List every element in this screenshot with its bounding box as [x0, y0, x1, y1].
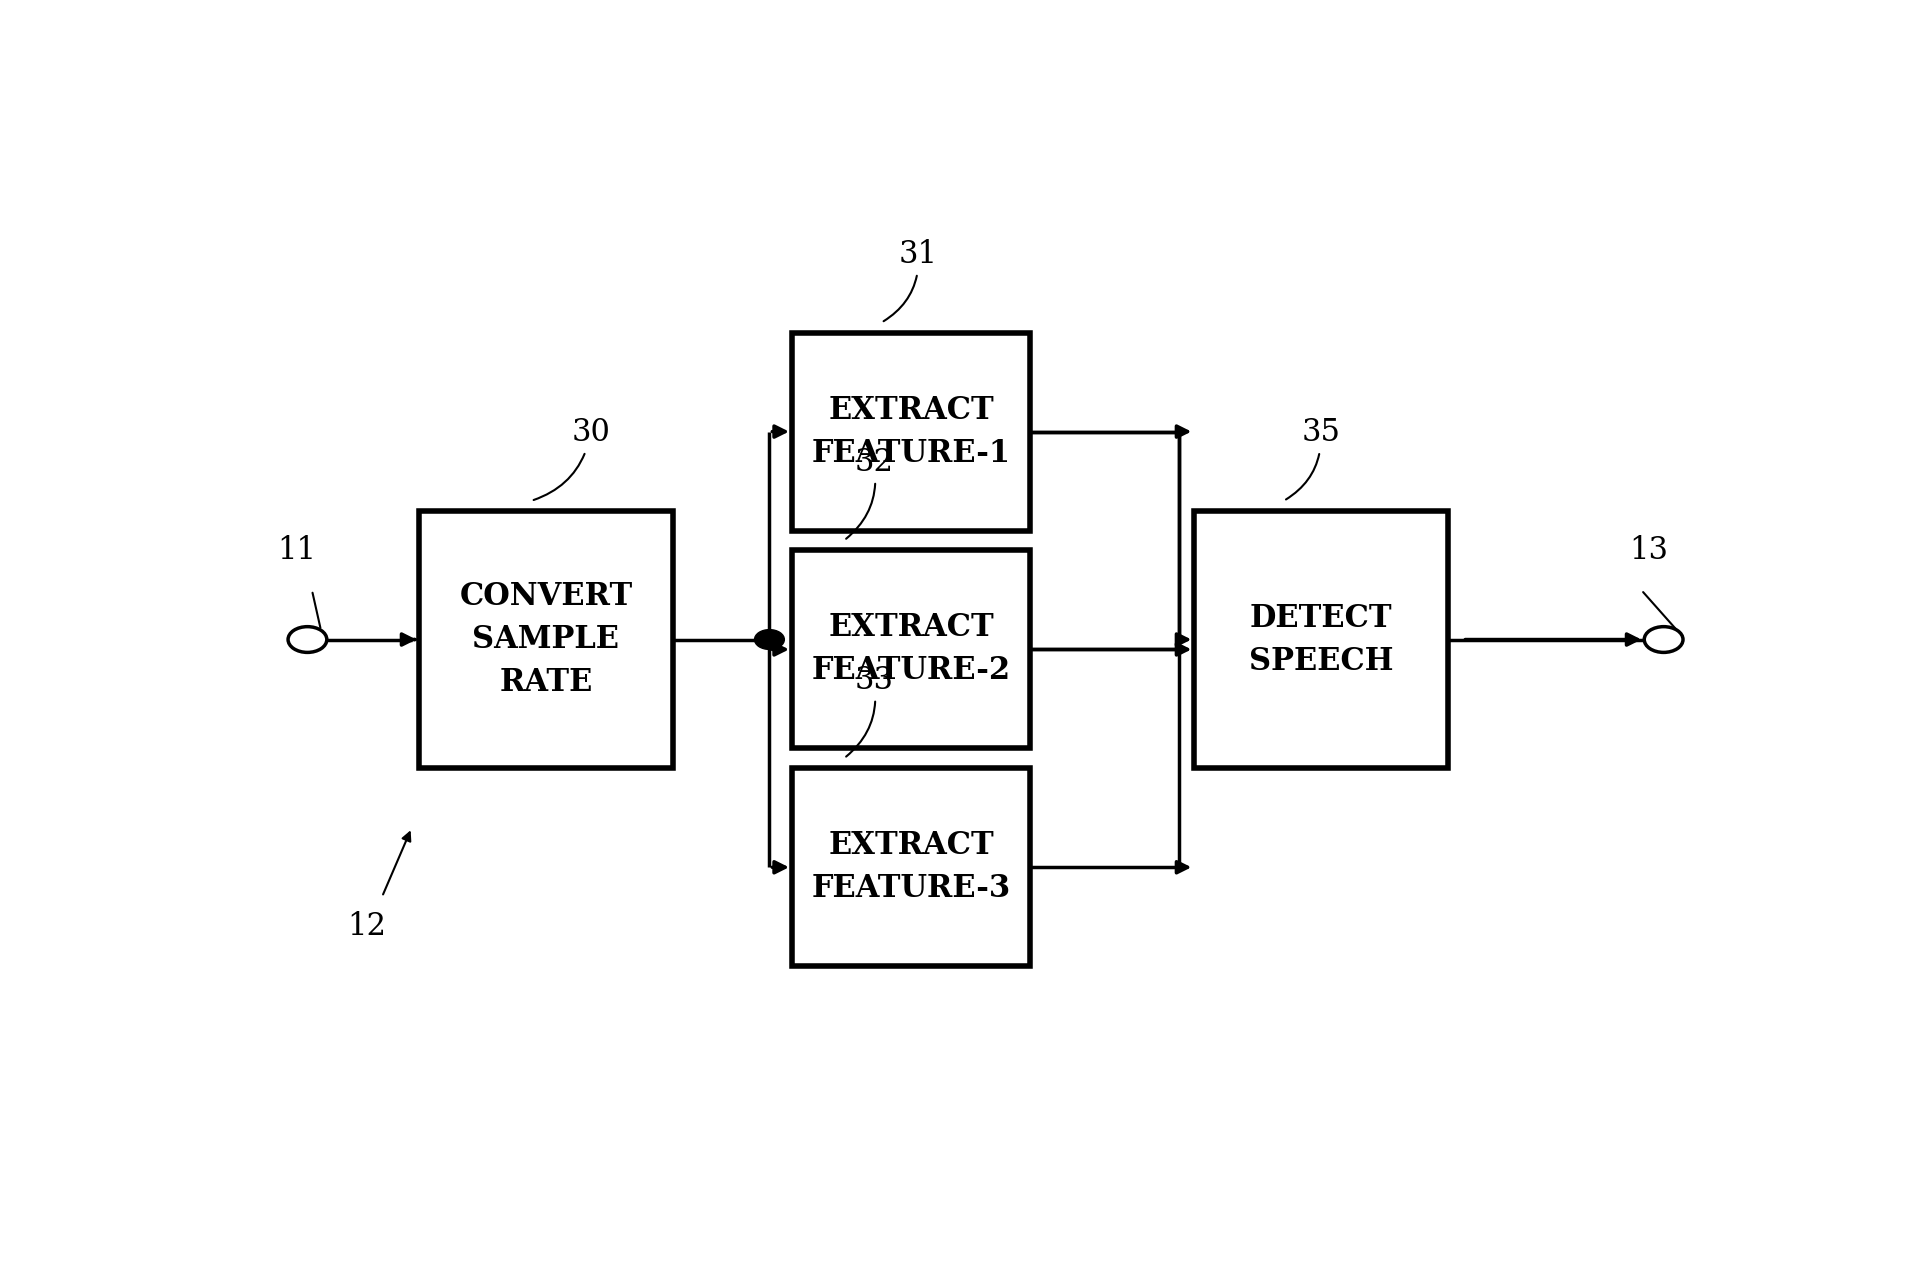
Text: CONVERT
SAMPLE
RATE: CONVERT SAMPLE RATE [460, 581, 633, 698]
Text: 35: 35 [1286, 418, 1340, 499]
Text: 32: 32 [846, 448, 894, 539]
Text: EXTRACT
FEATURE-1: EXTRACT FEATURE-1 [812, 395, 1010, 468]
Bar [1194, 511, 1448, 768]
Text: 11: 11 [277, 535, 317, 566]
Text: EXTRACT
FEATURE-2: EXTRACT FEATURE-2 [812, 612, 1011, 687]
Text: 13: 13 [1629, 535, 1669, 566]
Bar [792, 333, 1031, 531]
Text: DETECT
SPEECH: DETECT SPEECH [1248, 603, 1392, 676]
Text: 12: 12 [348, 912, 387, 943]
Bar [792, 768, 1031, 966]
Bar [419, 511, 673, 768]
Text: EXTRACT
FEATURE-3: EXTRACT FEATURE-3 [812, 831, 1011, 904]
Text: 33: 33 [846, 665, 894, 756]
Bar [792, 550, 1031, 748]
Circle shape [754, 630, 785, 649]
Text: 30: 30 [533, 418, 610, 500]
Text: 31: 31 [883, 239, 938, 322]
